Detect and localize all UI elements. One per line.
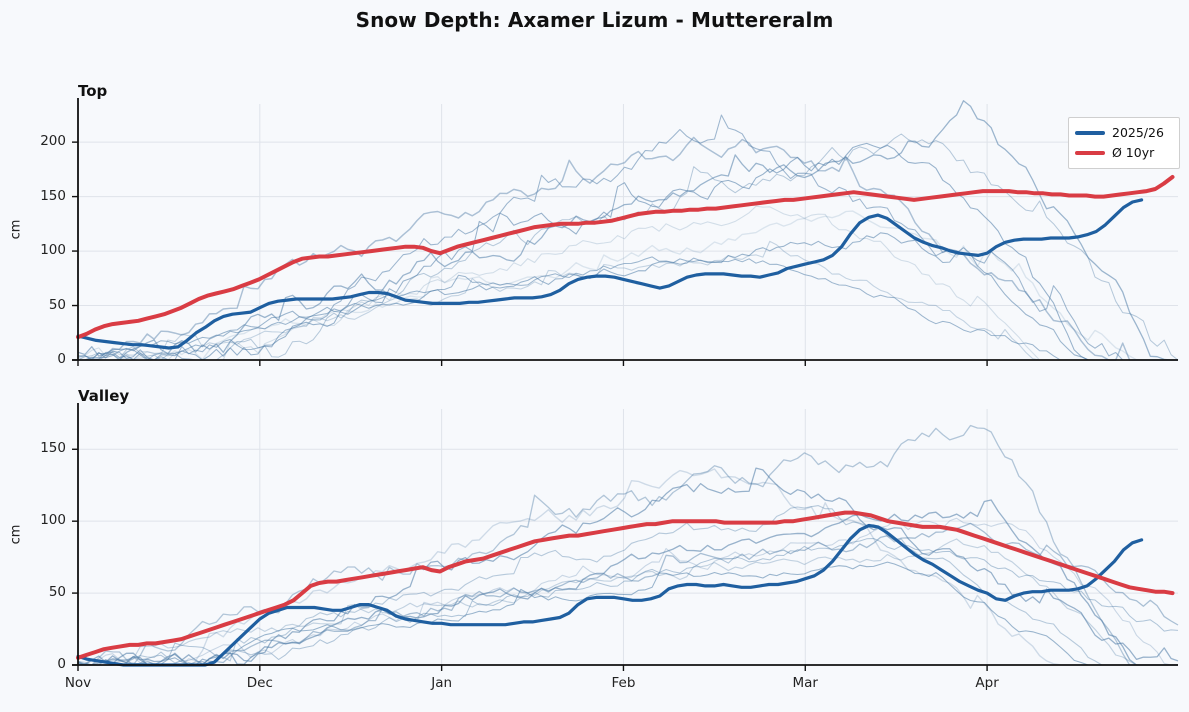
legend-item-current: 2025/26 [1075, 123, 1173, 143]
panel-title-top: Top [78, 82, 108, 100]
page-title: Snow Depth: Axamer Lizum - Muttereralm [355, 8, 834, 32]
series-line-current [76, 523, 1144, 667]
historical-year-line [78, 210, 1178, 361]
legend-label-current: 2025/26 [1112, 124, 1164, 140]
chart-legend: 2025/26 Ø 10yr [1068, 117, 1180, 169]
historical-year-line [77, 232, 1178, 361]
plot-area-top [72, 98, 1179, 366]
series-line-current [76, 198, 1144, 350]
y-tick-label: 50 [48, 296, 66, 313]
x-tick-label: Feb [611, 675, 636, 691]
historical-year-line [77, 561, 1178, 666]
chart-panel-valley: Valley 0 50 100 150 cm Nov Dec Jan Feb Mar Apr [0, 383, 1189, 691]
x-tick-label: Jan [431, 675, 453, 691]
panel-title-valley: Valley [78, 387, 130, 405]
historical-year-line [77, 467, 1179, 666]
y-tick-label: 200 [40, 133, 66, 150]
x-tick-label: Dec [246, 675, 273, 691]
historical-year-line [77, 205, 1178, 361]
y-tick-label: 100 [40, 242, 66, 259]
historical-year-line [78, 136, 1178, 361]
historical-year-line [77, 100, 1178, 361]
legend-swatch-average [1075, 151, 1105, 155]
series-line-average [76, 175, 1175, 340]
historical-year-line [77, 114, 1178, 361]
y-tick-label: 50 [48, 584, 66, 601]
historical-year-line [78, 142, 1178, 361]
historical-year-line [78, 505, 1178, 666]
plot-area-valley [72, 403, 1179, 671]
y-tick-label: 0 [57, 351, 66, 367]
y-tick-label: 0 [57, 656, 66, 672]
y-axis-label: cm [8, 524, 24, 545]
historical-year-line [78, 424, 1178, 666]
y-tick-label: 150 [40, 187, 66, 204]
y-tick-label: 100 [40, 512, 66, 529]
legend-label-average: Ø 10yr [1112, 144, 1155, 160]
x-tick-label: Nov [64, 675, 92, 691]
y-axis-label: cm [8, 219, 24, 240]
legend-item-average: Ø 10yr [1075, 143, 1173, 163]
x-tick-label: Mar [792, 675, 818, 691]
chart-panel-top: Top 0 50 100 150 200 cm [0, 78, 1189, 378]
legend-swatch-current [1075, 131, 1105, 135]
x-tick-label: Apr [975, 675, 999, 691]
historical-year-line [78, 256, 1178, 361]
historical-year-line [77, 499, 1178, 666]
historical-year-line [77, 538, 1178, 666]
y-tick-label: 150 [40, 440, 66, 457]
series-line-average [76, 510, 1175, 660]
